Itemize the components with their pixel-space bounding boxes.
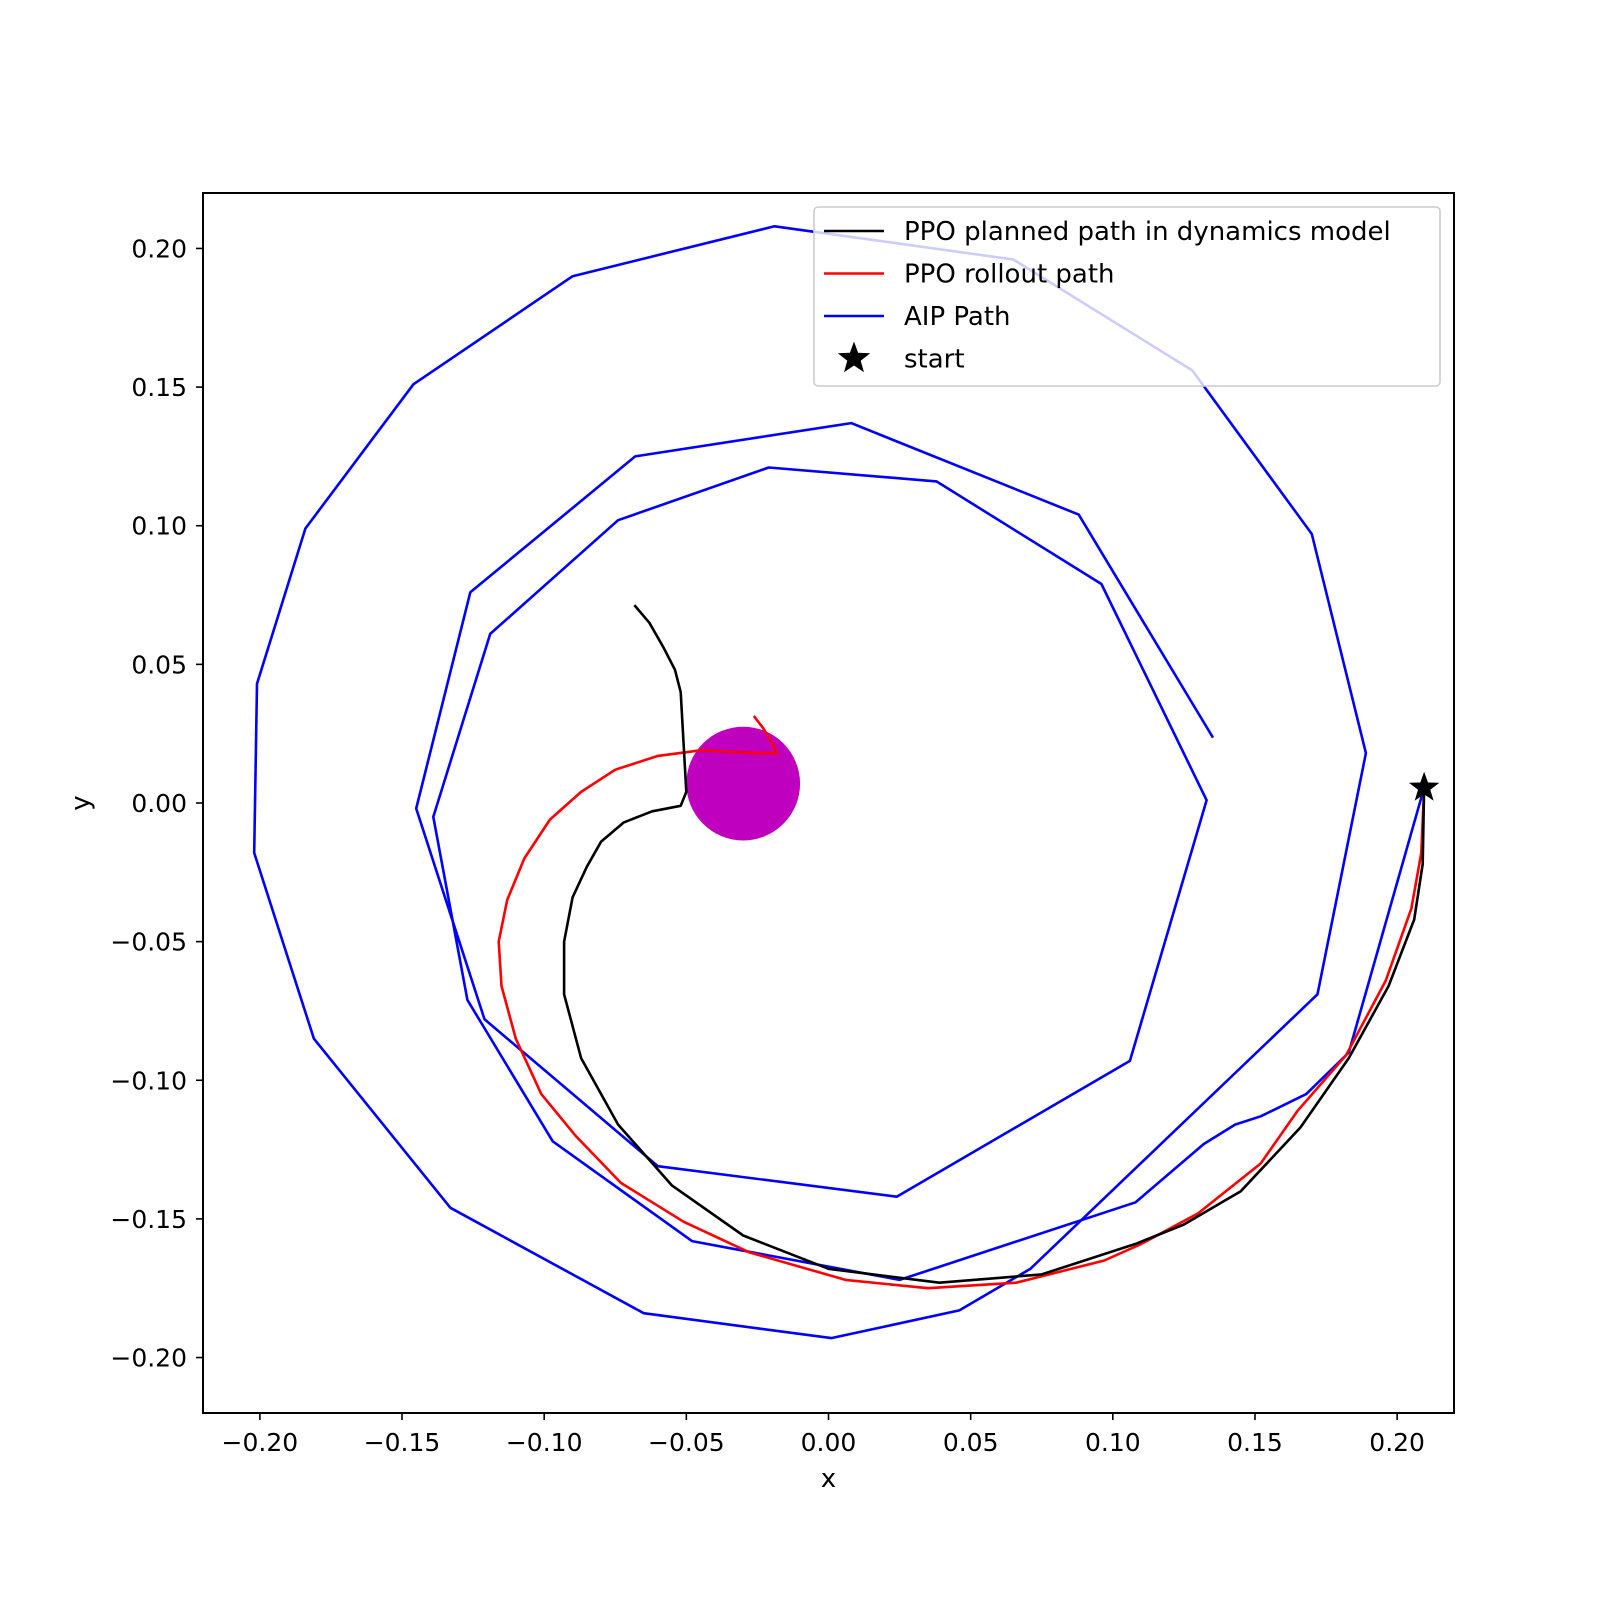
x-tick-label: −0.15 [364,1428,441,1457]
y-axis-label: y [66,795,96,810]
y-tick-label: 0.15 [131,373,187,402]
legend-label: AIP Path [904,302,1011,332]
x-tick-label: 0.20 [1369,1428,1425,1457]
x-tick-label: 0.05 [943,1428,999,1457]
series-line-ppo-rollout-path-2 [497,715,1426,1290]
series-line-aip-path-0 [414,421,1426,1282]
y-tick-label: −0.05 [110,928,187,957]
y-tick-label: −0.15 [110,1205,187,1234]
y-tick-label: −0.20 [110,1344,187,1373]
obstacle-circle [686,726,801,841]
y-tick-label: 0.00 [131,789,187,818]
series-line-aip-path-1 [252,225,1368,1340]
axis-ticks: −0.20 −0.15 −0.10 −0.05 0.00 0.05 0.10 0.15 0.20… [110,234,1425,1457]
plot-area [252,225,1440,1340]
legend-label: start [904,345,965,375]
series-line-ppo-planned-path-in-dynamics-model-3 [562,604,1426,1284]
legend-star-icon [837,341,871,373]
legend-label: PPO rollout path [904,260,1115,290]
y-tick-label: 0.20 [131,234,187,263]
x-tick-label: 0.00 [801,1428,857,1457]
start-marker [1408,771,1440,801]
x-tick-label: 0.15 [1227,1428,1283,1457]
y-tick-label: −0.10 [110,1066,187,1095]
x-tick-label: −0.20 [222,1428,299,1457]
legend-box [813,206,1441,387]
x-tick-label: 0.10 [1085,1428,1141,1457]
legend-label: PPO planned path in dynamics model [904,217,1391,247]
x-axis-label: x [821,1464,836,1494]
legend: PPO planned path in dynamics model PPO ro… [813,206,1441,387]
y-tick-label: 0.05 [131,650,187,679]
x-tick-label: −0.10 [506,1428,583,1457]
y-tick-label: 0.10 [131,512,187,541]
x-tick-label: −0.05 [648,1428,725,1457]
